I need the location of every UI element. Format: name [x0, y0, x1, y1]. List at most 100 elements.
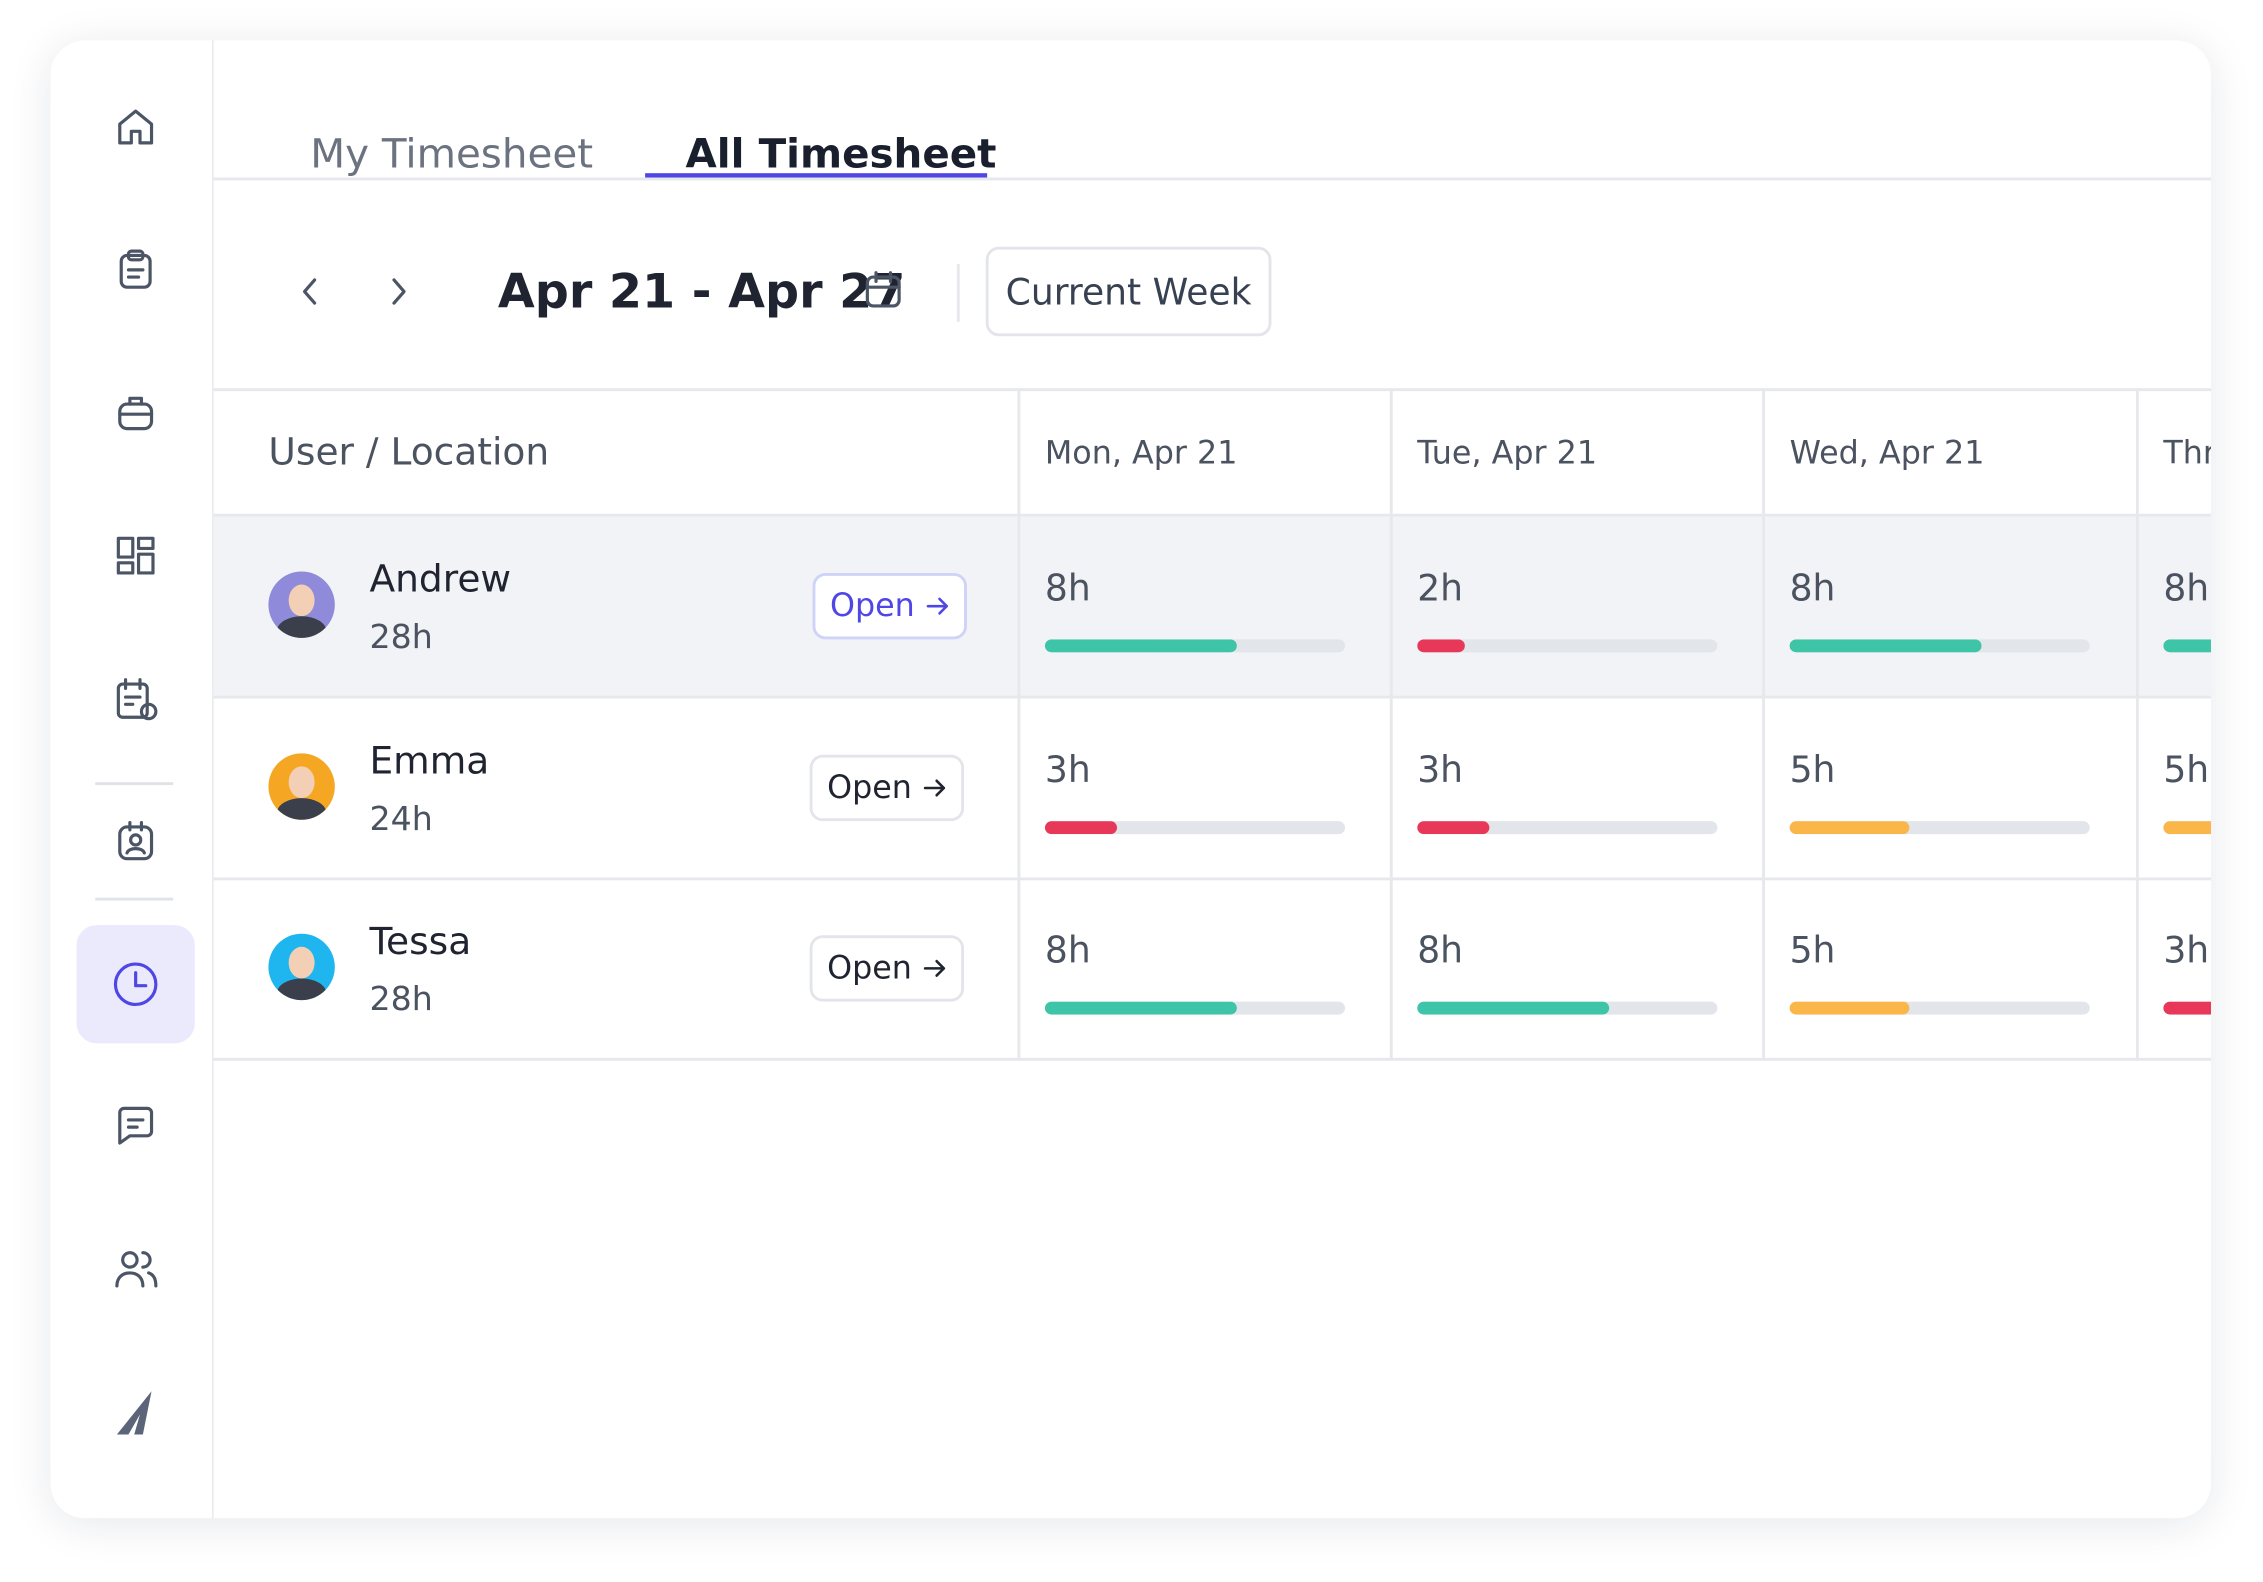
- column-header: Thr: [2163, 435, 2211, 472]
- nav-separator: [95, 897, 174, 901]
- progress-bar: [1789, 1001, 1910, 1015]
- arrow-icon: [923, 778, 946, 798]
- row-border: [213, 1057, 2211, 1061]
- column-border: [1762, 388, 1766, 1061]
- progress-bar: [1789, 821, 1910, 835]
- progress-track: [1789, 639, 2090, 653]
- avatar-face: [288, 584, 315, 617]
- avatar-face: [288, 946, 315, 979]
- open-label: Open: [829, 588, 915, 625]
- avatar: [268, 571, 335, 638]
- hours-label: 3h: [1044, 749, 1091, 791]
- progress-track: [1417, 821, 1718, 835]
- clock-icon[interactable]: [111, 960, 160, 1009]
- user-name: Emma: [369, 740, 490, 784]
- user-name: Tessa: [369, 920, 472, 965]
- avatar: [268, 933, 335, 1001]
- arrow-icon: [923, 958, 946, 978]
- progress-track: [1417, 639, 1718, 653]
- column-header: Mon, Apr 21: [1044, 435, 1238, 472]
- hours-label: 3h: [1417, 749, 1464, 791]
- dashboard-icon[interactable]: [114, 534, 157, 577]
- open-label: Open: [827, 769, 912, 807]
- calendar-icon[interactable]: [863, 270, 903, 310]
- table: User / Location Mon, Apr 21 Tue, Apr 21 Wed…: [213, 388, 2211, 1066]
- briefcase-icon[interactable]: [114, 391, 157, 434]
- open-button[interactable]: Open: [809, 935, 965, 1002]
- hours-label: 8h: [2163, 567, 2210, 610]
- user-total: 28h: [369, 981, 433, 1019]
- tab[interactable]: My Timesheet: [310, 129, 594, 178]
- current-week-button[interactable]: Current Week: [985, 246, 1272, 337]
- avatar-face: [288, 766, 315, 799]
- progress-track: [1044, 821, 1346, 835]
- open-label: Open: [827, 950, 912, 987]
- table-border: [213, 388, 2211, 392]
- progress-track: [2163, 639, 2211, 653]
- schedule-settings-icon[interactable]: [114, 677, 160, 723]
- clipboard-icon[interactable]: [114, 248, 157, 291]
- progress-track: [1789, 821, 2090, 835]
- next-button[interactable]: [382, 276, 414, 308]
- row-border: [213, 877, 2211, 881]
- column-header: User / Location: [268, 431, 550, 475]
- logo: [116, 1391, 152, 1435]
- progress-bar: [1417, 821, 1490, 835]
- progress-track: [2163, 1001, 2211, 1015]
- progress-bar: [1044, 1001, 1237, 1015]
- progress-bar: [1417, 639, 1466, 653]
- progress-bar: [1789, 639, 1982, 653]
- progress-bar: [2163, 821, 2211, 835]
- table-border: [213, 513, 2211, 517]
- tab-underline: [645, 173, 988, 179]
- avatar: [268, 753, 335, 820]
- hours-label: 8h: [1789, 567, 1836, 610]
- row-highlight: [213, 516, 2211, 696]
- avatar-body: [277, 616, 327, 638]
- arrow-icon: [926, 596, 949, 616]
- separator: [956, 264, 960, 322]
- chat-icon[interactable]: [114, 1104, 157, 1147]
- badge-icon[interactable]: [114, 820, 157, 863]
- users-icon[interactable]: [113, 1247, 159, 1290]
- column-border: [2135, 388, 2139, 1061]
- column-header: Wed, Apr 21: [1789, 435, 1985, 472]
- progress-track: [1789, 1001, 2090, 1015]
- hours-label: 8h: [1044, 567, 1091, 610]
- progress-track: [1044, 639, 1346, 653]
- progress-track: [2163, 821, 2211, 835]
- prev-button[interactable]: [294, 276, 326, 308]
- hours-label: 8h: [1044, 929, 1091, 972]
- column-header: Tue, Apr 21: [1417, 435, 1598, 472]
- hours-label: 3h: [2163, 929, 2210, 972]
- hours-label: 5h: [1789, 929, 1836, 972]
- progress-bar: [1044, 821, 1117, 835]
- hours-label: 5h: [2163, 749, 2210, 791]
- progress-track: [1044, 1001, 1346, 1015]
- column-border: [1389, 388, 1393, 1061]
- divider: [213, 177, 2211, 181]
- progress-bar: [2163, 1001, 2211, 1015]
- main: My Timesheet All Timesheet Apr 21 - Apr …: [213, 40, 2211, 1518]
- column-border: [1017, 388, 1021, 1061]
- user-name: Andrew: [369, 558, 512, 602]
- user-total: 28h: [369, 619, 433, 657]
- avatar-body: [277, 798, 327, 820]
- progress-bar: [1417, 1001, 1610, 1015]
- hours-label: 8h: [1417, 929, 1464, 972]
- nav-separator: [95, 782, 174, 786]
- progress-track: [1417, 1001, 1718, 1015]
- row-border: [213, 695, 2211, 699]
- progress-bar: [2163, 639, 2211, 653]
- progress-bar: [1044, 639, 1237, 653]
- open-button[interactable]: Open: [809, 754, 965, 822]
- sidebar: [51, 40, 214, 1519]
- tab-active[interactable]: All Timesheet: [685, 129, 997, 178]
- hours-label: 2h: [1417, 567, 1464, 610]
- open-button[interactable]: Open: [812, 572, 967, 640]
- hours-label: 5h: [1789, 749, 1836, 791]
- home-icon[interactable]: [114, 105, 157, 148]
- avatar-body: [277, 978, 327, 1001]
